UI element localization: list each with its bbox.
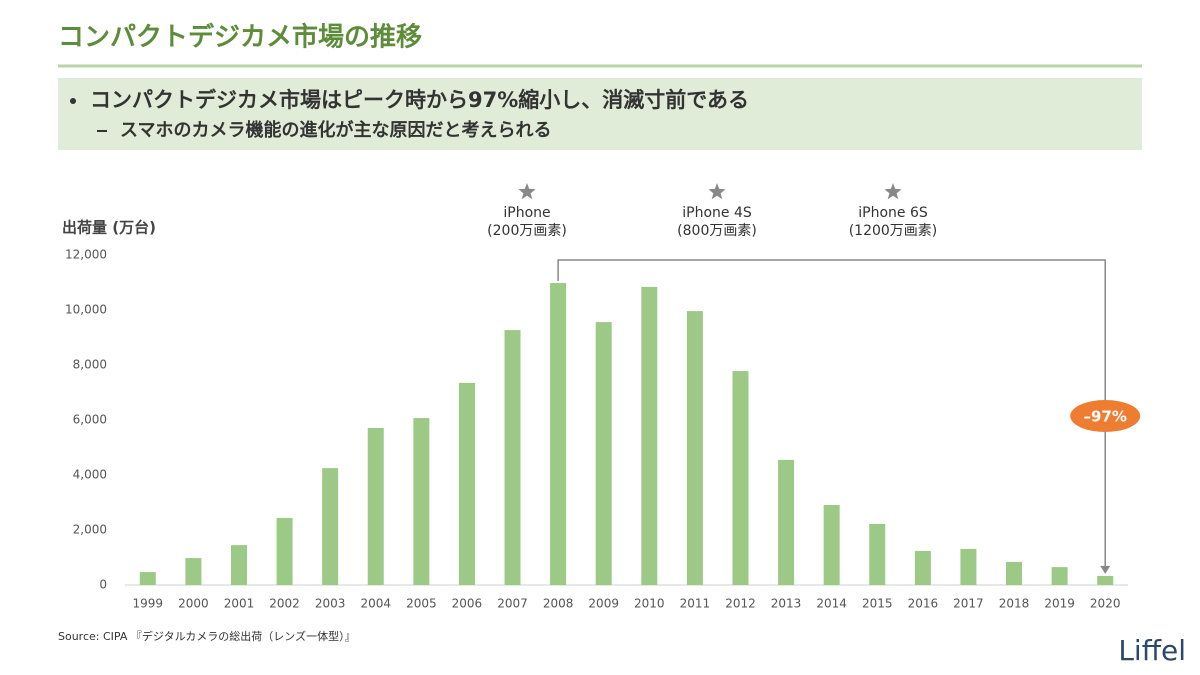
bullet-text: コンパクトデジカメ市場はピーク時から97%縮小し、消滅寸前である <box>90 88 749 112</box>
annotation-label: iPhone <box>503 205 550 221</box>
x-tick-label: 2014 <box>816 597 847 611</box>
x-tick-label: 2018 <box>999 597 1030 611</box>
annotation-star <box>708 183 726 200</box>
annotation-star <box>884 183 902 200</box>
source-note: Source: CIPA 『デジタルカメラの総出荷（レンズ一体型）』 <box>58 629 356 643</box>
change-label: –97% <box>1084 408 1127 426</box>
x-tick-label: 2015 <box>862 597 893 611</box>
bar <box>1097 575 1114 585</box>
bullet-dot <box>70 98 76 104</box>
annotation-detail: (1200万画素) <box>849 223 938 239</box>
annotation-label: iPhone 4S <box>682 205 752 221</box>
x-tick-label: 2016 <box>908 597 939 611</box>
x-tick-label: 2007 <box>497 597 528 611</box>
bar <box>367 427 384 585</box>
x-tick-label: 2004 <box>360 597 391 611</box>
annotation-label: iPhone 6S <box>858 205 928 221</box>
y-tick-label: 12,000 <box>65 248 107 262</box>
x-tick-label: 2013 <box>771 597 802 611</box>
bar <box>914 550 931 585</box>
x-tick-label: 2005 <box>406 597 437 611</box>
bar <box>641 286 658 585</box>
annotation-detail: (200万画素) <box>487 223 567 239</box>
bar <box>550 283 567 585</box>
bar <box>732 371 749 585</box>
slide-title: コンパクトデジカメ市場の推移 <box>58 22 422 53</box>
bar <box>185 558 202 585</box>
x-tick-label: 2008 <box>543 597 574 611</box>
x-tick-label: 2006 <box>452 597 483 611</box>
y-tick-label: 10,000 <box>65 303 107 317</box>
y-tick-label: 0 <box>99 578 107 592</box>
x-tick-label: 2000 <box>178 597 209 611</box>
bar <box>595 322 612 585</box>
logo: Liffel <box>1118 634 1186 667</box>
annotation-detail: (800万画素) <box>677 223 757 239</box>
x-tick-label: 2020 <box>1090 597 1121 611</box>
change-badge <box>1070 400 1141 432</box>
annotation-star <box>518 183 536 200</box>
y-axis-label: 出荷量 (万台) <box>62 219 156 237</box>
x-tick-label: 1999 <box>133 597 164 611</box>
bar <box>230 545 247 585</box>
x-tick-label: 2002 <box>269 597 300 611</box>
x-tick-label: 2003 <box>315 597 346 611</box>
x-tick-label: 2012 <box>725 597 756 611</box>
bar <box>276 517 293 585</box>
summary-box <box>58 78 1142 150</box>
bar <box>458 382 475 585</box>
y-tick-label: 2,000 <box>73 523 107 537</box>
sub-bullet-text: スマホのカメラ機能の進化が主な原因だと考えられる <box>120 119 551 141</box>
x-tick-label: 2011 <box>680 597 711 611</box>
y-tick-label: 4,000 <box>73 468 107 482</box>
x-tick-label: 2009 <box>588 597 619 611</box>
bar <box>960 548 977 585</box>
x-tick-label: 2010 <box>634 597 665 611</box>
x-tick-label: 2001 <box>224 597 255 611</box>
bar <box>778 459 795 585</box>
bar <box>869 523 886 585</box>
bar <box>413 418 430 585</box>
bar <box>823 504 840 585</box>
x-tick-label: 2017 <box>953 597 984 611</box>
bar <box>1006 561 1023 585</box>
bar <box>139 572 156 585</box>
bar <box>686 311 703 585</box>
x-tick-label: 2019 <box>1044 597 1075 611</box>
bar <box>322 468 339 585</box>
y-tick-label: 6,000 <box>73 413 107 427</box>
bracket-arrowhead <box>1100 565 1111 574</box>
bar <box>1051 567 1068 585</box>
bar <box>504 330 521 585</box>
y-tick-label: 8,000 <box>73 358 107 372</box>
